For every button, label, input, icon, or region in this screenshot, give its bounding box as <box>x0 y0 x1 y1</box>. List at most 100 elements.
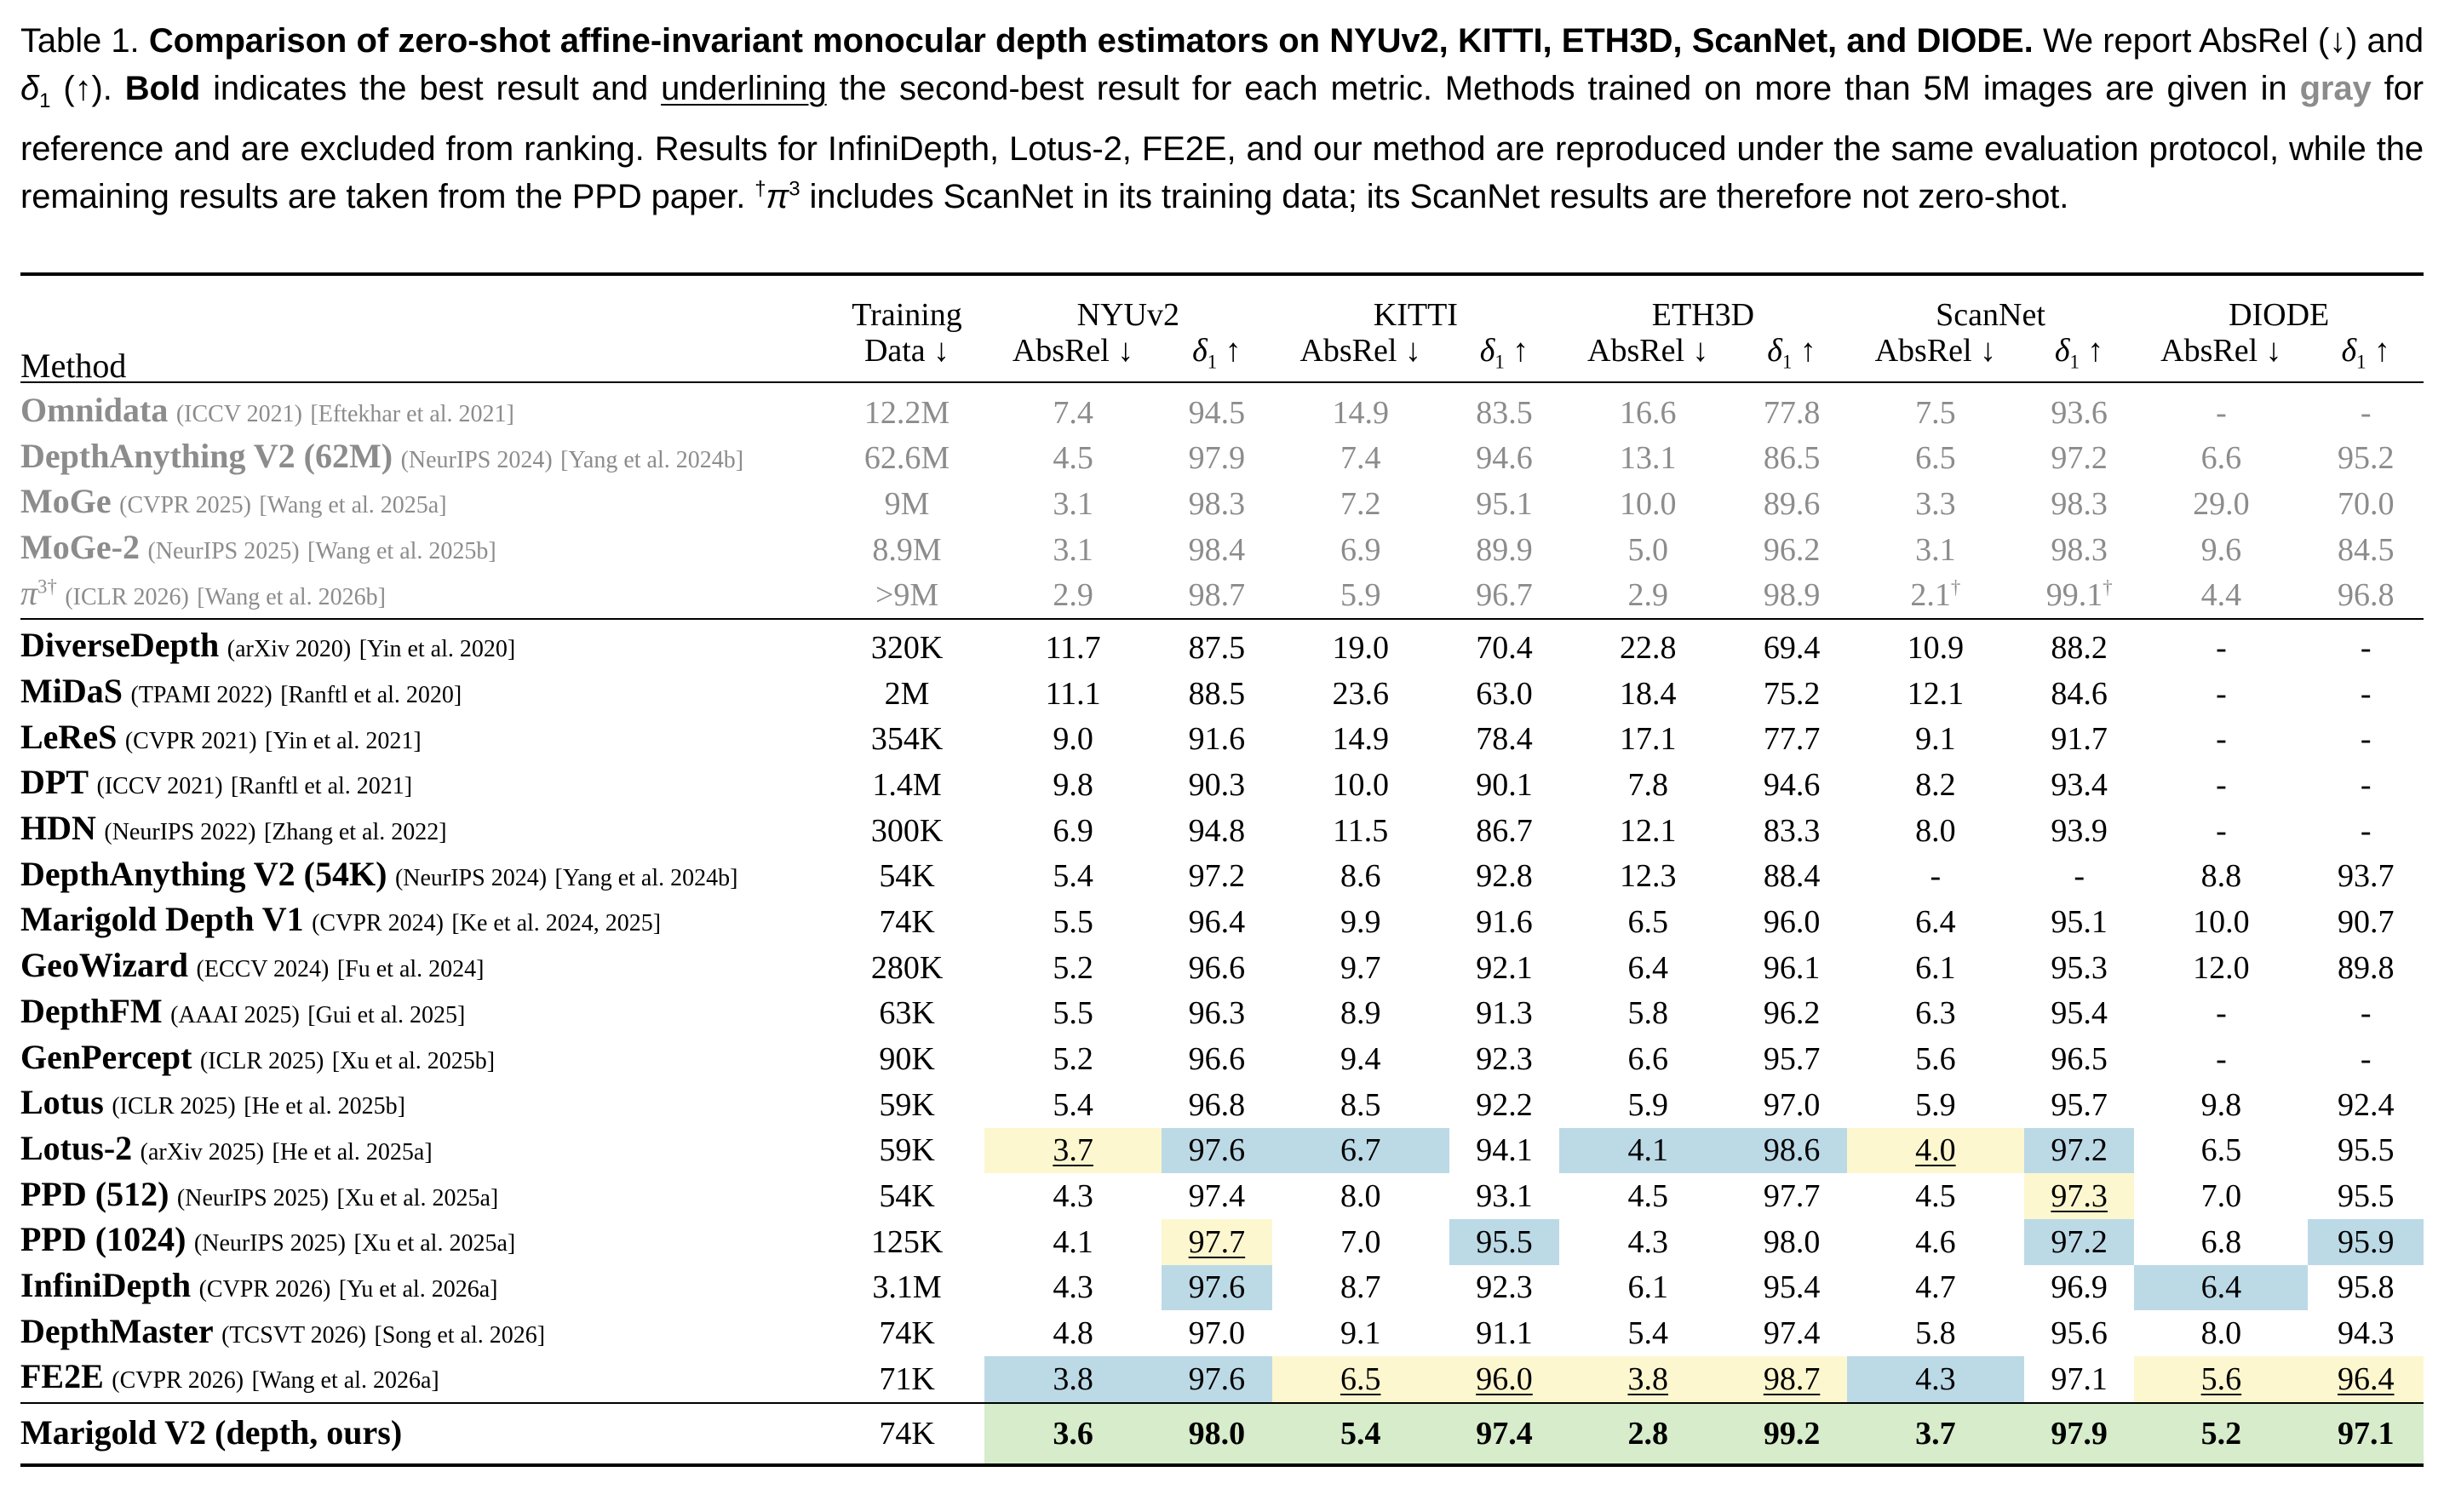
metric-value: 6.5 <box>1915 440 1956 477</box>
method-citation: [Yin et al. 2020] <box>359 636 516 663</box>
method-name: DPT <box>20 763 89 802</box>
metric-value: 2.9 <box>1053 577 1093 614</box>
metric-value: - <box>2216 675 2227 712</box>
metric-value: 6.4 <box>2200 1269 2242 1306</box>
metric-value: 8.2 <box>1915 766 1956 803</box>
metric-cell: 94.6 <box>1449 436 1559 482</box>
metric-value: 5.4 <box>1053 1086 1093 1123</box>
metric-value: - <box>2216 995 2227 1032</box>
metric-value: - <box>2216 766 2227 803</box>
metric-cell: 8.5 <box>1272 1082 1449 1128</box>
method-citation: [Yu et al. 2026a] <box>338 1275 498 1303</box>
training-data-cell: 12.2M <box>863 394 950 431</box>
metric-value: 97.2 <box>2051 1223 2108 1260</box>
metric-value: 4.8 <box>1053 1315 1093 1352</box>
method-venue: (ECCV 2024) <box>196 956 330 983</box>
metric-cell: - <box>2134 671 2308 717</box>
metric-value: 5.2 <box>1053 949 1093 986</box>
metric-value: 97.2 <box>2051 1132 2108 1169</box>
metric-value: 84.5 <box>2337 531 2395 568</box>
method-citation: [Xu et al. 2025a] <box>336 1184 499 1211</box>
metric-cell: 90.7 <box>2308 899 2424 945</box>
caption-label: Table 1. <box>20 22 140 60</box>
method-venue: (CVPR 2026) <box>112 1367 244 1395</box>
delta-symbol: δ <box>1767 333 1782 369</box>
metric-cell: - <box>2308 808 2424 854</box>
metric-value: 96.2 <box>1763 995 1821 1032</box>
metric-cell: 4.5 <box>1559 1173 1736 1219</box>
metric-value: 3.8 <box>1627 1360 1669 1397</box>
metric-cell: 5.5 <box>984 899 1162 945</box>
metric-value: 98.3 <box>2051 485 2108 522</box>
metric-value: 96.8 <box>2337 577 2395 614</box>
training-data-cell: 3.1M <box>872 1269 942 1306</box>
metric-cell: 89.6 <box>1736 481 1846 527</box>
training-data-cell: 280K <box>870 949 944 986</box>
metric-value: 5.6 <box>2200 1360 2242 1397</box>
metric-cell: 6.1 <box>1847 945 2024 991</box>
metric-cell: 5.9 <box>1559 1082 1736 1128</box>
metric-cell: 7.4 <box>984 382 1162 436</box>
metric-cell: 6.9 <box>984 808 1162 854</box>
metric-cell: 5.9 <box>1847 1082 2024 1128</box>
metric-cell: 93.7 <box>2308 853 2424 899</box>
metric-value: 6.4 <box>1915 903 1956 940</box>
delta-subscript: 1 <box>1207 351 1218 373</box>
metric-value: 96.7 <box>1476 577 1533 614</box>
metric-cell: 96.0 <box>1736 899 1846 945</box>
metric-value: 92.8 <box>1476 858 1533 895</box>
table-row: Omnidata (ICCV 2021) [Eftekhar et al. 20… <box>20 382 2424 436</box>
metric-value: 97.7 <box>1188 1223 1246 1260</box>
metric-value: 95.4 <box>2051 995 2108 1032</box>
metric-value: 5.9 <box>1340 577 1381 614</box>
metric-cell: 5.2 <box>984 945 1162 991</box>
metric-cell: 94.3 <box>2308 1310 2424 1356</box>
metric-value: 4.3 <box>1053 1269 1093 1306</box>
metric-cell: 95.6 <box>2024 1310 2134 1356</box>
metric-cell: 9.1 <box>1847 716 2024 762</box>
metric-value: 94.6 <box>1476 440 1533 477</box>
metric-value: 77.8 <box>1763 394 1821 431</box>
metric-value: 9.1 <box>1340 1315 1381 1352</box>
metric-value: 5.6 <box>1915 1041 1956 1077</box>
metric-cell: 97.3 <box>2023 1173 2135 1219</box>
metric-value: 3.6 <box>1053 1415 1093 1452</box>
method-name: FE2E <box>20 1357 104 1396</box>
table-caption: Table 1. Comparison of zero-shot affine-… <box>20 17 2424 220</box>
table-row: HDN (NeurIPS 2022) [Zhang et al. 2022] 30… <box>20 808 2424 854</box>
metric-cell: 97.2 <box>2024 436 2134 482</box>
metric-value: 95.4 <box>1763 1269 1821 1306</box>
method-name: PPD (512) <box>20 1174 169 1213</box>
method-citation: [Ke et al. 2024, 2025] <box>451 910 662 937</box>
metric-cell: 96.3 <box>1162 990 1271 1036</box>
metric-cell: 9.0 <box>984 716 1162 762</box>
metric-value: - <box>2360 1041 2372 1077</box>
header-training-line2: Data ↓ <box>863 333 950 369</box>
metric-value: 97.6 <box>1188 1360 1246 1397</box>
metric-value: - <box>2216 812 2227 849</box>
metric-value: 9.9 <box>1340 903 1381 940</box>
metric-value: 95.8 <box>2337 1269 2395 1306</box>
method-venue: (CVPR 2026) <box>198 1275 331 1303</box>
metric-cell: 8.9 <box>1272 990 1449 1036</box>
caption-gray-word: gray <box>2299 70 2372 107</box>
metric-cell: 96.9 <box>2024 1265 2134 1311</box>
metric-value: 97.2 <box>2051 440 2108 477</box>
method-name-sup: 3† <box>37 576 57 598</box>
metric-cell: 93.6 <box>2024 382 2134 436</box>
metric-cell: 19.0 <box>1272 619 1449 671</box>
metric-cell: 9.9 <box>1272 899 1449 945</box>
metric-cell: 13.1 <box>1559 436 1736 482</box>
metric-cell: 97.4 <box>1736 1310 1846 1356</box>
metric-value: 86.5 <box>1763 440 1821 477</box>
method-cell: MoGe (CVPR 2025) [Wang et al. 2025a] <box>20 481 829 527</box>
metric-value: 4.5 <box>1915 1178 1956 1215</box>
metric-cell: - <box>2308 716 2424 762</box>
method-venue: (ICLR 2026) <box>65 583 189 610</box>
method-citation: [He et al. 2025b] <box>244 1093 405 1120</box>
metric-cell: 7.0 <box>1272 1219 1449 1265</box>
metric-value: 8.9 <box>1340 995 1381 1032</box>
method-name: HDN <box>20 809 96 848</box>
metric-value: 4.1 <box>1053 1223 1093 1260</box>
metric-cell: - <box>2308 619 2424 671</box>
